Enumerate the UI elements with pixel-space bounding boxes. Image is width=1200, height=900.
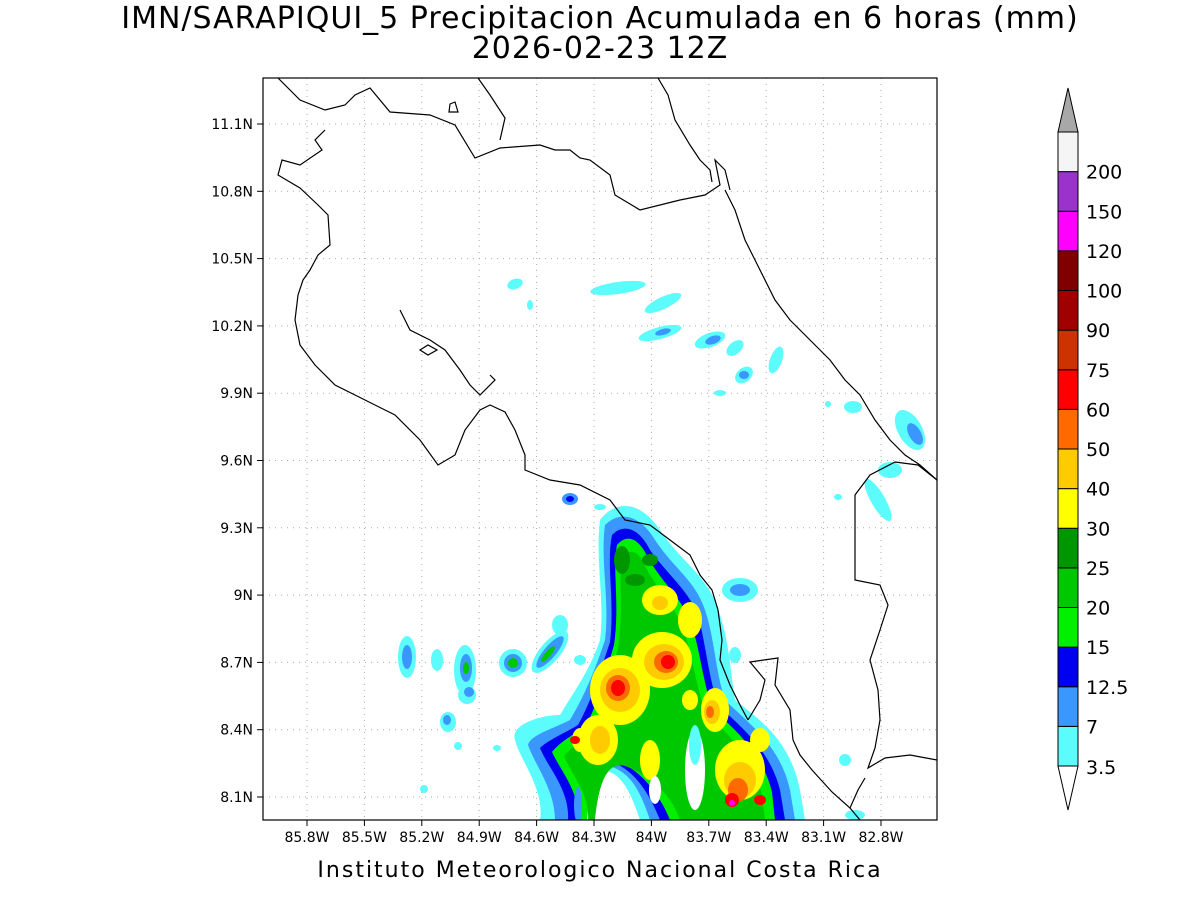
lat-tick-label: 9.9N [220,386,253,402]
colorbar-label: 200 [1086,162,1122,184]
lat-tick-label: 8.7N [220,655,253,671]
colorbar-swatch [1057,527,1079,569]
colorbar-label: 75 [1086,360,1110,382]
colorbar-swatch [1057,686,1079,727]
colorbar-swatch [1057,725,1079,767]
colorbar-swatch [1057,290,1079,331]
colorbar-swatch [1057,607,1079,648]
footer-credit: Instituto Meteorologico Nacional Costa R… [317,858,883,883]
colorbar-label: 7 [1086,716,1098,738]
longitude-axis: 85.8W 85.5W 85.2W 84.9W 84.6W 84.3W 84W 83.7W 83… [284,820,904,846]
lat-tick-label: 10.2N [211,319,253,335]
colorbar-label: 40 [1086,479,1110,501]
lon-tick-label: 82.8W [858,830,903,846]
lat-tick-label: 8.4N [220,723,253,739]
colorbar-swatch [1057,488,1079,529]
colorbar-label: 25 [1086,558,1110,580]
lon-tick-label: 85.2W [399,830,444,846]
lon-tick-label: 84.3W [571,830,616,846]
lon-tick-label: 84.9W [457,830,502,846]
lon-tick-label: 83.7W [686,830,731,846]
colorbar-under-triangle [1057,765,1079,811]
latitude-axis: 11.1N 10.8N 10.5N 10.2N 9.9N 9.6N 9.3N 9N 8.7N 8.… [211,117,263,806]
lon-tick-label: 84.6W [514,830,559,846]
lon-tick-label: 83.4W [744,830,789,846]
colorbar-swatch [1057,567,1079,608]
map-date: 2026-02-23 12Z [471,31,729,66]
colorbar-label: 15 [1086,637,1110,659]
coastline [277,78,937,820]
lat-tick-label: 9.6N [220,454,253,470]
colorbar-swatch [1057,210,1079,252]
map-frame [262,77,938,821]
lat-tick-label: 10.8N [211,184,253,200]
colorbar-legend: 3.5 7 12.5 15 20 25 30 40 50 60 75 90 100 120 150 200 [1057,87,1128,811]
colorbar-swatch [1057,250,1079,291]
colorbar-label: 150 [1086,201,1122,223]
precipitation-field [398,278,926,820]
colorbar-label: 12.5 [1086,677,1128,699]
colorbar-label: 30 [1086,518,1110,540]
lon-tick-label: 83.1W [801,830,846,846]
colorbar-label: 60 [1086,399,1110,421]
lat-tick-label: 9.3N [220,521,253,537]
colorbar-label: 20 [1086,598,1110,620]
lon-tick-label: 85.8W [284,830,329,846]
lat-tick-label: 9N [234,588,253,604]
colorbar-label: 90 [1086,320,1110,342]
colorbar-swatch [1057,646,1079,688]
map-title: IMN/SARAPIQUI_5 Precipitacion Acumulada … [121,1,1079,36]
colorbar-swatch [1057,131,1079,173]
colorbar-over-triangle [1057,87,1079,133]
colorbar-label: 120 [1086,241,1122,263]
lat-tick-label: 11.1N [211,117,253,133]
lon-tick-label: 84W [636,830,668,846]
lat-tick-label: 10.5N [211,252,253,268]
colorbar-swatch [1057,171,1079,212]
colorbar-swatch [1057,408,1079,450]
colorbar-label: 3.5 [1086,757,1116,779]
lat-tick-label: 8.1N [220,790,253,806]
lon-tick-label: 85.5W [342,830,387,846]
colorbar-label: 50 [1086,439,1110,461]
colorbar-swatch [1057,448,1079,490]
colorbar-swatch [1057,369,1079,410]
colorbar-label: 100 [1086,281,1122,303]
colorbar-swatch [1057,329,1079,371]
